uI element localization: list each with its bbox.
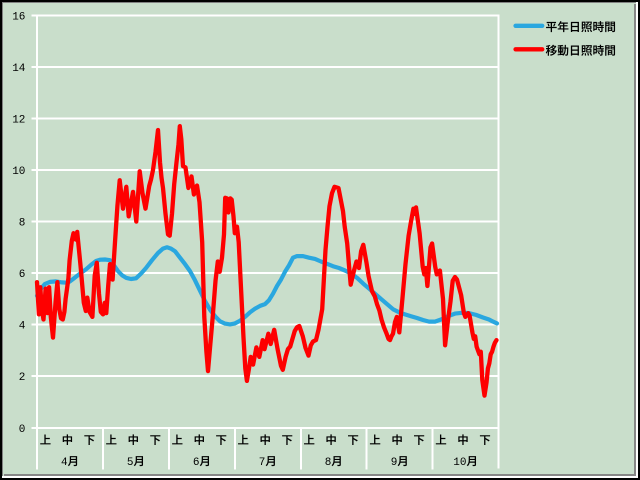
svg-text:0: 0 <box>19 424 26 436</box>
svg-text:7: 7 <box>259 457 266 469</box>
svg-text:9: 9 <box>391 457 398 469</box>
svg-text:8: 8 <box>19 218 26 230</box>
svg-text:10: 10 <box>12 166 25 178</box>
svg-text:8: 8 <box>325 457 332 469</box>
svg-text:10: 10 <box>453 457 466 469</box>
svg-text:6: 6 <box>193 457 200 469</box>
svg-text:6: 6 <box>19 269 26 281</box>
svg-text:4: 4 <box>19 321 26 333</box>
svg-text:16: 16 <box>12 11 25 23</box>
svg-text:4: 4 <box>61 457 68 469</box>
svg-text:2: 2 <box>19 372 26 384</box>
svg-text:12: 12 <box>12 114 25 126</box>
svg-text:14: 14 <box>12 63 26 75</box>
svg-text:5: 5 <box>127 457 134 469</box>
